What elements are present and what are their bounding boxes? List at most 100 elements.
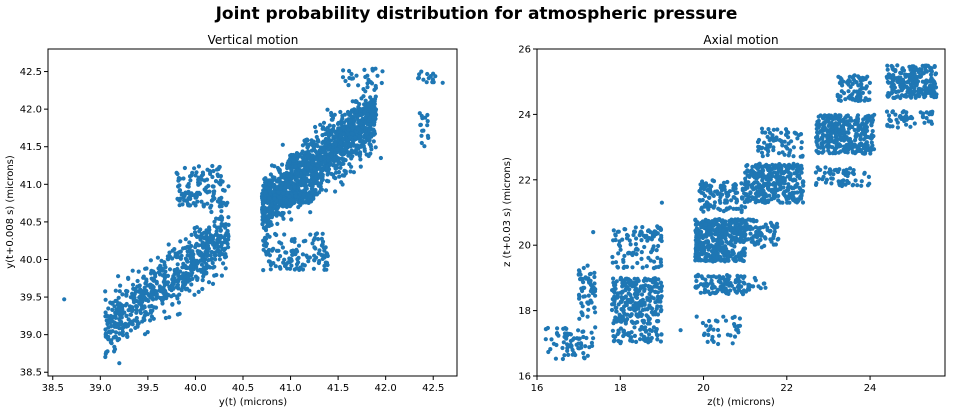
data-point — [714, 251, 720, 256]
data-point — [760, 154, 765, 159]
data-point — [289, 263, 294, 268]
data-point — [715, 217, 720, 222]
data-point — [226, 222, 231, 227]
data-point — [707, 183, 712, 188]
data-point — [330, 115, 336, 121]
data-point — [743, 232, 748, 237]
data-point — [859, 179, 864, 184]
data-point — [282, 232, 287, 237]
data-point — [623, 281, 628, 286]
data-point — [304, 200, 309, 205]
data-point — [220, 187, 226, 193]
data-point — [215, 172, 220, 177]
data-point — [788, 177, 793, 182]
data-point — [770, 174, 775, 179]
data-point — [630, 339, 635, 344]
data-point — [371, 108, 376, 114]
data-point — [312, 253, 317, 258]
data-point — [825, 133, 830, 138]
data-point — [183, 287, 188, 292]
data-point — [791, 145, 797, 150]
data-point — [366, 153, 371, 159]
data-point — [625, 286, 630, 291]
data-point — [617, 319, 622, 324]
data-point — [629, 319, 635, 324]
data-point — [565, 331, 570, 336]
data-point — [866, 174, 872, 179]
data-point — [754, 229, 759, 235]
data-point — [723, 318, 729, 323]
data-point — [763, 174, 768, 179]
data-point — [281, 260, 286, 265]
data-point — [188, 272, 193, 277]
data-point — [180, 202, 185, 207]
data-point — [200, 286, 205, 292]
data-point — [871, 147, 877, 152]
data-point — [731, 206, 736, 211]
data-point — [747, 225, 752, 230]
data-point — [205, 241, 210, 246]
data-point — [226, 245, 231, 250]
data-point — [843, 182, 848, 187]
data-point — [209, 203, 214, 208]
data-point — [332, 112, 337, 117]
data-point — [280, 162, 285, 167]
data-point — [155, 255, 160, 260]
data-point — [197, 191, 203, 197]
data-point — [356, 83, 361, 88]
data-point — [219, 273, 224, 278]
data-point — [325, 107, 330, 112]
data-point — [725, 179, 730, 185]
data-point — [759, 233, 764, 238]
data-point — [638, 337, 643, 342]
data-point — [262, 206, 267, 211]
data-point — [836, 117, 841, 122]
data-point — [307, 142, 312, 147]
data-point — [865, 144, 870, 149]
data-point — [300, 155, 305, 160]
data-point — [820, 150, 825, 155]
data-point — [853, 151, 858, 156]
data-point — [746, 180, 751, 185]
data-point — [337, 174, 342, 179]
data-point — [853, 178, 858, 183]
data-point — [217, 257, 222, 262]
data-point — [322, 155, 327, 160]
data-point — [646, 321, 652, 326]
data-point — [321, 146, 326, 151]
data-point — [175, 284, 180, 289]
data-point — [125, 334, 130, 339]
data-point — [776, 198, 781, 203]
data-point — [589, 330, 594, 335]
data-point — [702, 257, 708, 262]
data-point — [770, 162, 775, 167]
data-point — [711, 238, 716, 243]
data-point — [116, 311, 121, 316]
data-point — [373, 145, 378, 150]
data-point — [323, 188, 329, 193]
data-point — [348, 169, 353, 174]
data-point — [267, 259, 272, 264]
data-point — [192, 292, 197, 297]
data-point — [347, 142, 352, 147]
data-point — [786, 135, 791, 140]
data-point — [280, 213, 285, 218]
data-point — [755, 139, 761, 145]
data-point — [208, 253, 213, 258]
data-point — [128, 312, 134, 317]
data-point — [701, 283, 707, 288]
data-point — [773, 191, 778, 196]
data-point — [206, 258, 211, 263]
data-point — [315, 163, 320, 168]
data-point — [649, 250, 654, 255]
data-point — [198, 253, 203, 258]
data-point — [197, 249, 202, 254]
data-point — [138, 308, 143, 313]
data-point — [759, 174, 765, 179]
data-point — [203, 188, 208, 194]
data-point — [621, 308, 626, 313]
data-point — [844, 167, 849, 172]
data-point — [859, 126, 864, 131]
data-point — [739, 208, 744, 213]
x-tick-label: 42.0 — [375, 383, 397, 394]
